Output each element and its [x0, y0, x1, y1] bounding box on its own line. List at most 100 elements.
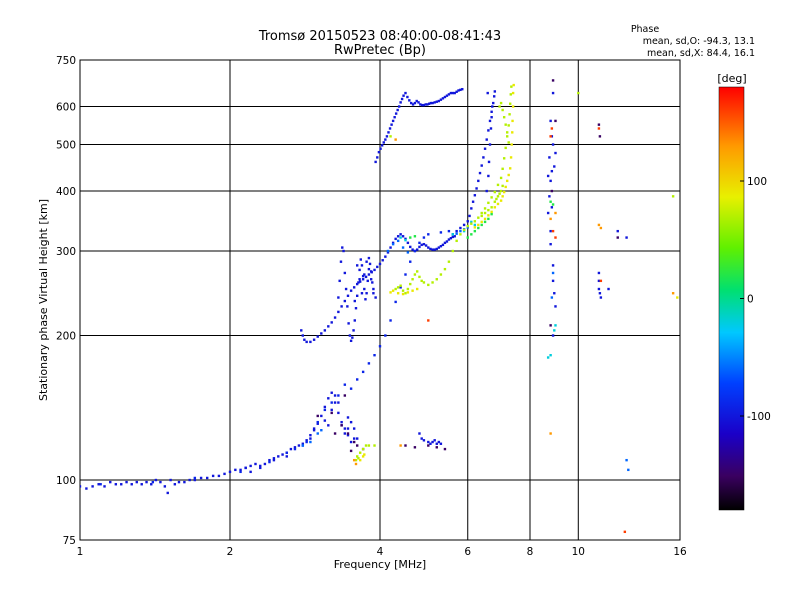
echo-point — [384, 255, 387, 258]
echo-point — [354, 462, 358, 466]
echo-point — [163, 485, 167, 488]
echo-point — [309, 437, 312, 440]
echo-point — [343, 394, 347, 397]
echo-point — [487, 160, 491, 164]
echo-point — [357, 457, 360, 460]
echo-point — [422, 439, 426, 442]
echo-point — [406, 241, 410, 245]
echo-point — [343, 271, 347, 275]
echo-point — [394, 112, 398, 115]
echo-point — [413, 235, 417, 238]
echo-point — [293, 446, 297, 449]
x-tick-label: 16 — [673, 546, 687, 558]
echo-point — [367, 362, 371, 365]
echo-point — [478, 171, 482, 175]
echo-point — [154, 478, 158, 482]
echo-point — [422, 281, 426, 284]
echo-point — [470, 207, 473, 210]
echo-point — [420, 437, 423, 440]
echo-point — [554, 211, 557, 215]
echo-point — [495, 197, 498, 201]
echo-point — [477, 226, 480, 230]
echo-point — [457, 89, 460, 92]
echo-point — [346, 433, 350, 437]
echo-point — [597, 127, 601, 130]
y-tick-label: 300 — [56, 246, 76, 258]
echo-point — [549, 200, 552, 203]
echo-point — [373, 353, 376, 357]
echo-point — [508, 167, 512, 170]
echo-point — [166, 491, 169, 495]
echo-point — [551, 264, 555, 267]
echo-point — [404, 292, 407, 295]
echo-point — [135, 480, 138, 484]
echo-point — [363, 453, 366, 456]
echo-point — [466, 236, 469, 239]
echo-point — [493, 200, 497, 203]
echo-point — [420, 103, 424, 107]
echo-point — [599, 296, 603, 299]
echo-point — [352, 440, 356, 444]
echo-point — [301, 334, 305, 337]
echo-point — [349, 387, 353, 390]
echo-point — [447, 238, 451, 241]
echo-point — [616, 229, 619, 233]
echo-point — [466, 220, 469, 223]
echo-point — [378, 345, 382, 348]
echo-point — [437, 246, 441, 249]
echo-point — [389, 135, 392, 138]
echo-point — [511, 131, 514, 134]
echo-point — [371, 281, 374, 284]
echo-point — [480, 220, 483, 224]
echo-point — [360, 292, 364, 295]
echo-point — [316, 432, 319, 435]
echo-point — [404, 238, 407, 242]
echo-point — [367, 444, 371, 447]
echo-point — [550, 135, 554, 138]
echo-point — [549, 119, 552, 123]
echo-point — [511, 119, 514, 123]
phase-stats-x: mean, sd,X: 84.4, 16.1 — [647, 48, 755, 59]
echo-point — [363, 273, 366, 276]
echo-point — [459, 88, 462, 92]
echo-point — [343, 432, 347, 435]
echo-point — [551, 143, 555, 146]
echo-point — [323, 419, 327, 422]
echo-point — [455, 90, 458, 93]
echo-point — [372, 292, 375, 295]
echo-point — [409, 101, 413, 105]
echo-point — [509, 93, 512, 96]
echo-point — [512, 83, 515, 87]
echo-point — [323, 408, 327, 412]
echo-point — [349, 289, 353, 292]
echo-point — [616, 236, 619, 239]
echo-point — [355, 378, 359, 381]
echo-point — [376, 265, 379, 269]
echo-point — [505, 135, 509, 138]
echo-point — [549, 217, 552, 221]
echo-point — [441, 243, 445, 247]
echo-point — [361, 278, 365, 281]
echo-point — [365, 292, 368, 295]
echo-point — [424, 103, 427, 106]
echo-point — [411, 103, 415, 106]
echo-point — [320, 429, 323, 432]
echo-point — [364, 444, 368, 447]
echo-point — [173, 483, 177, 486]
echo-point — [511, 91, 515, 95]
echo-point — [125, 480, 128, 484]
echo-point — [502, 190, 506, 194]
echo-point — [394, 138, 397, 141]
echo-point — [330, 391, 333, 394]
echo-point — [427, 319, 430, 322]
echo-point — [259, 466, 262, 470]
echo-point — [550, 169, 554, 173]
echo-point — [399, 444, 402, 447]
echo-point — [549, 229, 552, 233]
echo-point — [487, 174, 490, 178]
echo-point — [183, 480, 186, 484]
echo-point — [429, 101, 433, 105]
echo-point — [327, 325, 330, 328]
echo-point — [272, 457, 276, 460]
echo-point — [401, 292, 405, 296]
